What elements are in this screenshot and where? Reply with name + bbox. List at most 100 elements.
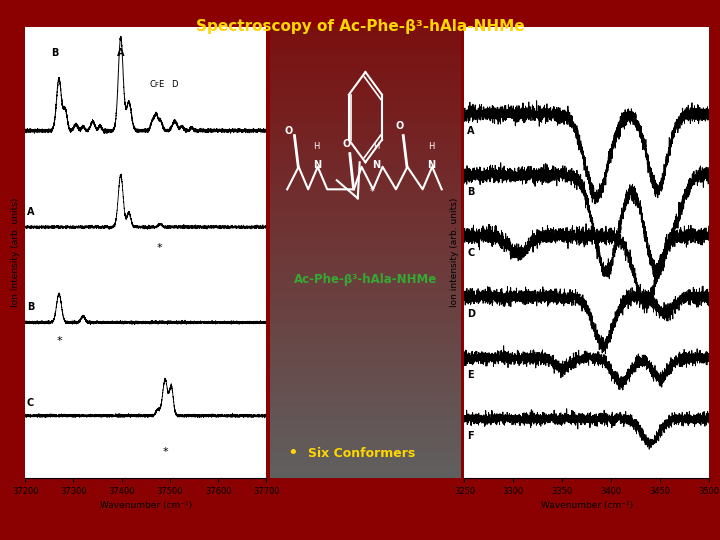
- Bar: [270, 81, 461, 86]
- Text: C: C: [467, 248, 474, 258]
- Bar: [270, 424, 461, 428]
- Bar: [270, 230, 461, 234]
- Bar: [270, 442, 461, 447]
- Bar: [270, 63, 461, 68]
- Bar: [270, 388, 461, 392]
- Bar: [270, 284, 461, 288]
- Text: E: E: [467, 370, 474, 380]
- Text: C: C: [27, 399, 34, 408]
- Bar: [270, 158, 461, 163]
- X-axis label: Wavenumber (cm⁻¹): Wavenumber (cm⁻¹): [100, 502, 192, 510]
- Bar: [270, 140, 461, 144]
- Bar: [270, 153, 461, 158]
- Bar: [270, 271, 461, 275]
- Bar: [270, 275, 461, 280]
- Text: Ac-Phe-β³-hAla-NHMe: Ac-Phe-β³-hAla-NHMe: [294, 273, 437, 286]
- Text: N: N: [427, 159, 436, 170]
- Text: A: A: [467, 126, 474, 136]
- Bar: [270, 190, 461, 194]
- Bar: [270, 27, 461, 31]
- Bar: [270, 365, 461, 370]
- Bar: [270, 36, 461, 40]
- Bar: [270, 167, 461, 171]
- Bar: [270, 50, 461, 54]
- Bar: [270, 347, 461, 352]
- Bar: [270, 203, 461, 207]
- Y-axis label: Ion intensity (arb. units): Ion intensity (arb. units): [450, 198, 459, 307]
- Bar: [270, 77, 461, 81]
- Bar: [270, 252, 461, 257]
- Bar: [270, 447, 461, 451]
- Bar: [270, 31, 461, 36]
- Bar: [270, 288, 461, 293]
- Text: B: B: [27, 302, 34, 312]
- Bar: [270, 45, 461, 50]
- Bar: [270, 68, 461, 72]
- Bar: [270, 315, 461, 320]
- Bar: [270, 234, 461, 239]
- Bar: [270, 180, 461, 185]
- Bar: [270, 433, 461, 437]
- Text: Spectroscopy of Ac-Phe-β³-hAla-NHMe: Spectroscopy of Ac-Phe-β³-hAla-NHMe: [196, 19, 524, 34]
- Text: E: E: [158, 80, 163, 89]
- Bar: [270, 266, 461, 271]
- Bar: [270, 135, 461, 140]
- Bar: [270, 302, 461, 307]
- Bar: [270, 207, 461, 212]
- Bar: [270, 131, 461, 135]
- Text: Six Conformers: Six Conformers: [308, 447, 415, 460]
- Bar: [270, 329, 461, 334]
- Text: C: C: [150, 80, 156, 89]
- Bar: [270, 334, 461, 338]
- Bar: [270, 370, 461, 374]
- Text: A: A: [27, 206, 34, 217]
- Text: D: D: [171, 80, 178, 89]
- Bar: [270, 185, 461, 190]
- Bar: [270, 460, 461, 464]
- Bar: [270, 104, 461, 108]
- Bar: [270, 113, 461, 117]
- Bar: [270, 176, 461, 180]
- Bar: [270, 212, 461, 217]
- Bar: [270, 126, 461, 131]
- Bar: [270, 352, 461, 356]
- Bar: [270, 162, 461, 167]
- Text: *: *: [156, 243, 162, 253]
- Text: *: *: [56, 336, 62, 346]
- Bar: [270, 94, 461, 99]
- Bar: [270, 239, 461, 244]
- Bar: [270, 248, 461, 252]
- Bar: [270, 194, 461, 198]
- Bar: [270, 72, 461, 77]
- Text: O: O: [395, 121, 404, 131]
- Bar: [270, 392, 461, 397]
- Bar: [270, 198, 461, 203]
- Bar: [270, 342, 461, 347]
- Text: N: N: [312, 159, 321, 170]
- Bar: [270, 474, 461, 478]
- Bar: [270, 311, 461, 315]
- Bar: [270, 379, 461, 383]
- Bar: [270, 293, 461, 298]
- Bar: [270, 383, 461, 388]
- Bar: [270, 148, 461, 153]
- Bar: [270, 86, 461, 90]
- Text: O: O: [342, 139, 351, 149]
- Bar: [270, 221, 461, 225]
- Bar: [270, 406, 461, 410]
- Text: F: F: [467, 431, 474, 441]
- Bar: [270, 225, 461, 230]
- Text: H: H: [428, 142, 434, 151]
- Bar: [270, 117, 461, 122]
- Bar: [270, 451, 461, 455]
- Text: N: N: [372, 159, 380, 170]
- Bar: [270, 261, 461, 266]
- Text: H: H: [313, 142, 320, 151]
- Bar: [270, 144, 461, 148]
- Bar: [270, 428, 461, 433]
- Bar: [270, 99, 461, 104]
- Text: A: A: [117, 48, 125, 58]
- Bar: [270, 325, 461, 329]
- X-axis label: Wavenumber (cm⁻¹): Wavenumber (cm⁻¹): [541, 502, 633, 510]
- Bar: [270, 338, 461, 342]
